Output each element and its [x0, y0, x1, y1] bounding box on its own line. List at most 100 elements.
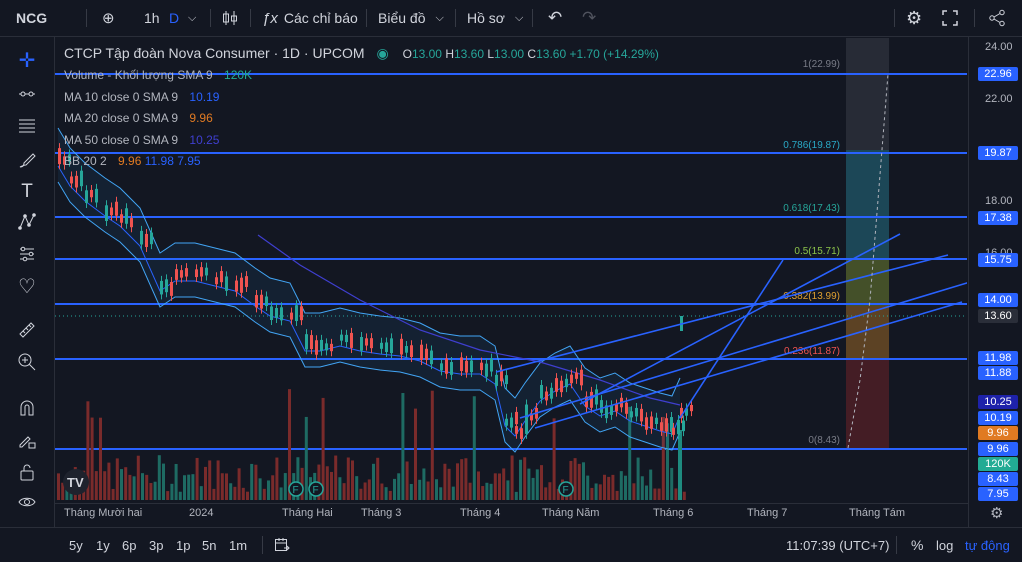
lock-tool[interactable]: [14, 459, 40, 485]
volume-bar: [233, 486, 237, 500]
auto-scale-toggle[interactable]: tự động: [965, 528, 1010, 562]
volume-bar: [418, 479, 422, 500]
volume-bar: [611, 474, 615, 500]
volume-name: Volume - Khối lượng: [64, 68, 174, 82]
price-label-marker: 120K: [978, 457, 1018, 471]
range-button[interactable]: 5y: [69, 528, 83, 562]
ruler-tool[interactable]: [14, 317, 40, 343]
bb-name: BB 20 2: [64, 154, 107, 168]
magnet-tool[interactable]: [14, 395, 40, 421]
trendline-tool[interactable]: [14, 81, 40, 107]
pattern-tool[interactable]: [14, 209, 40, 235]
bb-legend[interactable]: BB 20 2 9.96 11.98 7.95: [64, 154, 201, 168]
ma50-legend[interactable]: MA 50 close 0 SMA 9 10.25: [64, 133, 219, 147]
text-tool[interactable]: T: [14, 179, 40, 205]
compare-symbol-button[interactable]: ⊕: [102, 0, 115, 36]
redo-button[interactable]: ↷: [582, 0, 596, 36]
chevron-down-icon[interactable]: ⌵: [188, 11, 197, 24]
volume-bar: [422, 468, 426, 500]
lock-drawing-tool[interactable]: [14, 427, 40, 453]
range-button[interactable]: 3p: [149, 528, 163, 562]
candle: [655, 417, 658, 425]
volume-bar: [170, 483, 174, 500]
volume-bar: [393, 478, 396, 500]
volume-bar: [250, 463, 254, 500]
volume-bar: [178, 491, 182, 500]
share-button[interactable]: [988, 0, 1006, 36]
ohlc-values: O13.00 H13.60 L13.00 C13.60 +1.70 (+14.2…: [403, 47, 659, 61]
symbol-button[interactable]: NCG: [16, 0, 47, 36]
range-button[interactable]: 1m: [229, 528, 247, 562]
price-chart[interactable]: 1(22.99) 0.786(19.87) 0.618(17.43) 0.5(15.7…: [55, 37, 967, 503]
volume-bar: [111, 488, 115, 500]
price-label-marker: 11.98: [978, 351, 1018, 365]
visibility-tool[interactable]: [14, 489, 40, 515]
volume-bar: [321, 397, 325, 500]
log-toggle[interactable]: log: [936, 528, 953, 562]
zoom-tool[interactable]: [14, 349, 40, 375]
candle: [85, 190, 88, 203]
fib-zone: [846, 306, 889, 360]
divider: [250, 9, 251, 27]
ma20-legend[interactable]: MA 20 close 0 SMA 9 9.96: [64, 111, 213, 125]
profile-menu-button[interactable]: Hồ sơ ⌵: [467, 0, 523, 36]
volume-bar: [657, 488, 661, 500]
volume-bar: [241, 487, 245, 500]
volume-bar: [296, 457, 300, 500]
price-axis[interactable]: [968, 37, 1022, 527]
fib-tool[interactable]: [14, 113, 40, 139]
time-axis[interactable]: [55, 503, 968, 528]
volume-bar: [367, 479, 371, 500]
date-range-button[interactable]: [274, 528, 290, 562]
volume-bar: [132, 476, 136, 500]
range-button[interactable]: 6p: [122, 528, 136, 562]
ma50-line: [257, 234, 681, 406]
range-button[interactable]: 1y: [96, 528, 110, 562]
tradingview-logo-text: TV: [67, 475, 84, 490]
price-label-marker: 8.43: [978, 472, 1018, 486]
candle: [500, 369, 503, 382]
candle: [570, 374, 573, 384]
favorites-tool[interactable]: ♡: [14, 273, 40, 299]
prediction-tool[interactable]: [14, 241, 40, 267]
volume-bar: [544, 487, 548, 500]
brush-tool[interactable]: [14, 147, 40, 173]
volume-bar: [363, 482, 367, 500]
candles-style-button[interactable]: [222, 0, 238, 36]
undo-button[interactable]: ↶: [548, 0, 562, 36]
price-label-marker: 14.00: [978, 293, 1018, 307]
volume-bar: [582, 462, 585, 500]
percent-toggle[interactable]: %: [911, 528, 923, 562]
range-button[interactable]: 5n: [202, 528, 216, 562]
market-status-icon: ◉: [376, 45, 389, 61]
volume-bar: [443, 463, 447, 500]
auto-label: tự động: [965, 537, 1010, 553]
indicators-button[interactable]: ƒx Các chỉ báo: [262, 0, 358, 36]
axis-settings-button[interactable]: ⚙: [990, 504, 1003, 522]
interval-button[interactable]: 1h: [144, 0, 160, 36]
volume-bar: [288, 389, 291, 500]
range-button[interactable]: 1p: [176, 528, 190, 562]
interval-badge[interactable]: D: [169, 0, 179, 36]
volume-bar: [640, 476, 644, 500]
price-label-marker: 9.96: [978, 442, 1018, 456]
fib-zone: [846, 150, 889, 260]
event-marker-label: F: [293, 485, 299, 496]
crosshair-tool[interactable]: ✛: [14, 47, 40, 73]
clock-timezone[interactable]: 11:07:39 (UTC+7): [786, 528, 889, 562]
price-label-marker: 17.38: [978, 211, 1018, 225]
volume-bar: [569, 460, 573, 500]
ma10-legend[interactable]: MA 10 close 0 SMA 9 10.19: [64, 90, 219, 104]
volume-bar: [619, 471, 623, 500]
price-tick: 24.00: [985, 41, 1013, 53]
volume-bar: [670, 467, 674, 500]
volume-bar: [145, 474, 149, 500]
volume-bar: [61, 482, 65, 500]
candle: [405, 346, 408, 353]
fullscreen-button[interactable]: [942, 0, 958, 36]
candle: [265, 296, 268, 307]
settings-button[interactable]: ⚙: [906, 0, 922, 36]
chart-menu-button[interactable]: Biểu đồ ⌵: [378, 0, 444, 36]
candle: [90, 189, 93, 198]
volume-legend[interactable]: Volume - Khối lượng SMA 9 120K: [64, 68, 252, 82]
